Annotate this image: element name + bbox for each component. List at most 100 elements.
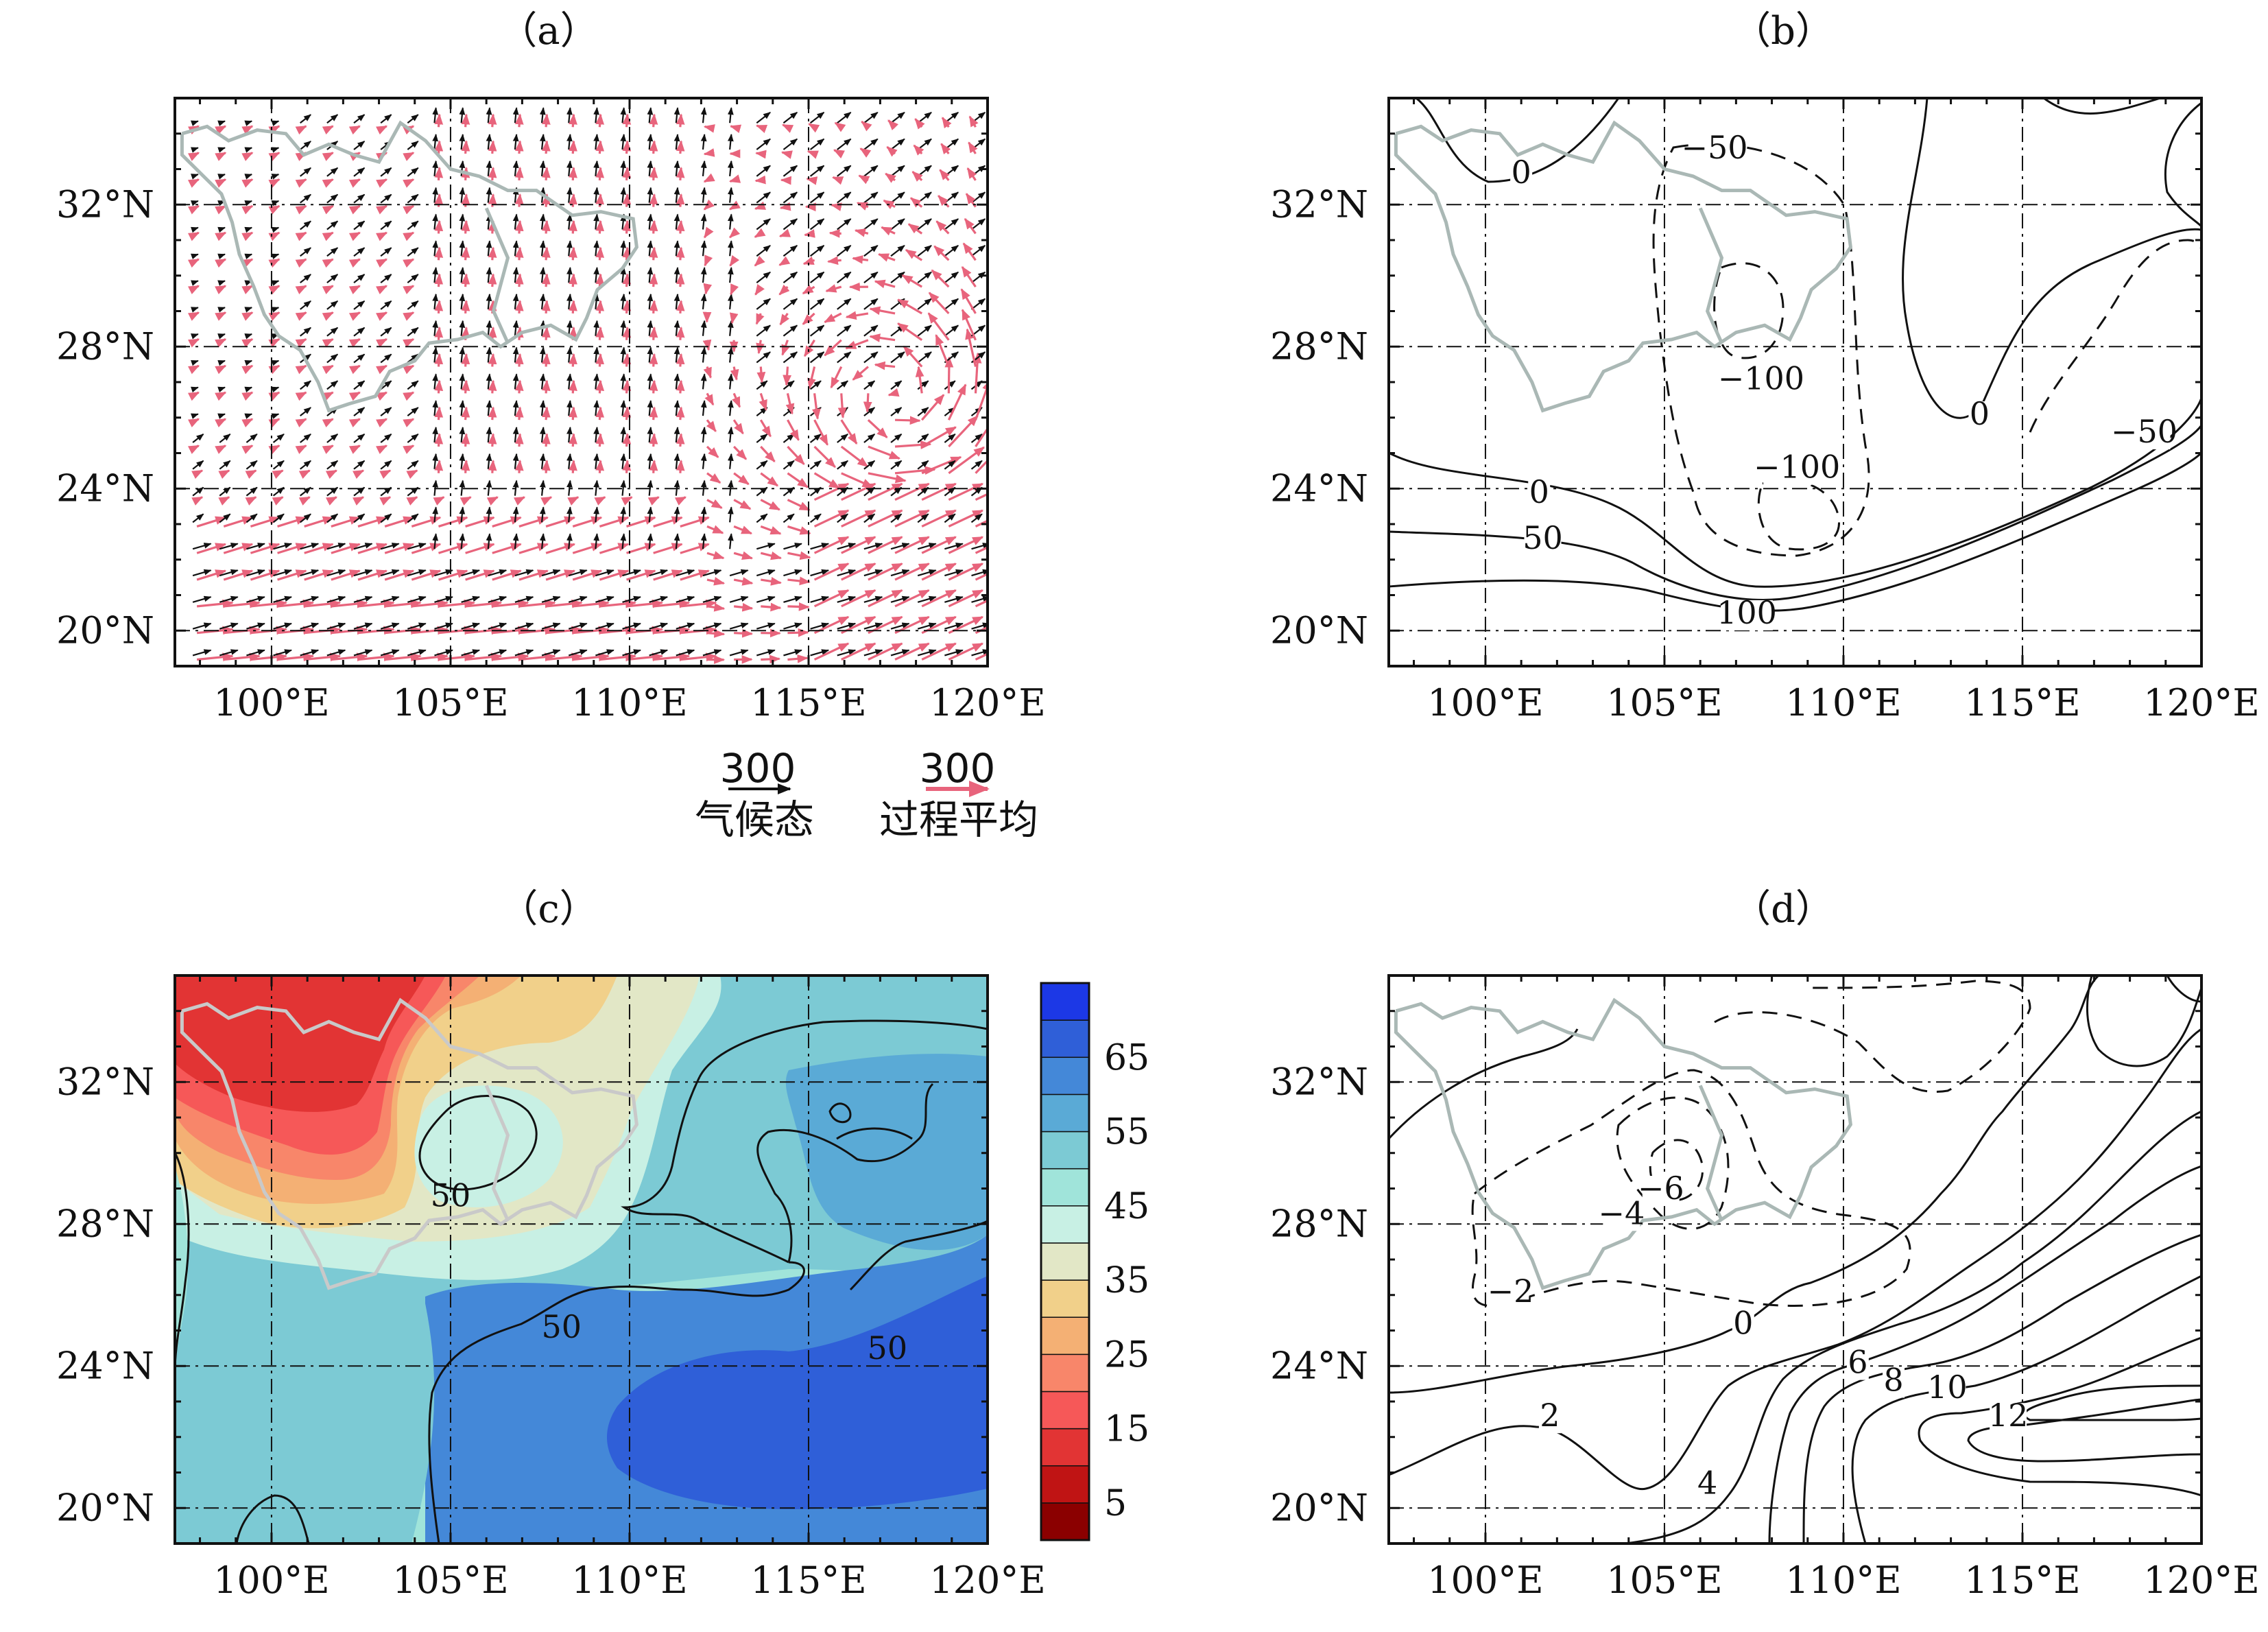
event-mean-wind-vector [295,445,307,454]
event-mean-wind-vector [218,496,230,506]
event-mean-wind-vector [379,469,392,480]
event-mean-wind-vector [760,551,783,560]
x-tick-label: 105°E [1606,1559,1723,1602]
climatology-wind-vector [783,380,795,390]
climatology-wind-vector [944,649,964,657]
climatology-wind-vector [756,595,776,603]
climatology-wind-vector [380,220,392,230]
climatology-wind-vector [809,460,822,470]
event-mean-wind-vector [411,569,442,581]
event-mean-wind-vector [921,426,957,448]
event-mean-wind-vector [622,326,632,340]
event-mean-wind-vector [385,599,422,608]
event-mean-wind-vector [975,426,988,447]
event-mean-wind-vector [348,418,361,428]
climatology-wind-vector [459,107,466,123]
event-mean-wind-vector [905,248,923,261]
event-mean-wind-vector [492,599,529,608]
event-mean-wind-vector [802,285,815,295]
event-mean-wind-vector [215,418,227,428]
climatology-wind-vector [380,193,392,204]
chongqing-border-line [484,1085,510,1222]
x-tick-label: 120°E [2143,1559,2260,1602]
event-mean-wind-vector [268,152,280,161]
x-tick-label: 110°E [571,1559,688,1602]
event-mean-wind-vector [518,516,549,528]
climatology-wind-vector [595,622,614,630]
event-mean-wind-vector [706,499,723,509]
climatology-wind-vector [541,595,561,603]
climatology-wind-vector [326,434,339,443]
event-mean-wind-vector [434,167,444,180]
climatology-wind-vector [647,400,654,416]
climatology-wind-vector [486,426,492,443]
climatology-wind-vector [273,649,293,657]
event-mean-wind-vector [845,311,869,320]
climatology-wind-vector [727,346,734,363]
climatology-wind-vector [863,569,883,577]
event-mean-wind-vector [438,652,476,662]
chongqing-border-line [484,207,510,344]
event-mean-wind-vector [514,246,524,261]
colorbar-label: 65 [1104,1037,1149,1078]
event-mean-wind-vector [886,146,898,157]
climatology-wind-vector [219,460,231,470]
contour-label-bg [1883,1367,1905,1398]
event-mean-wind-vector [885,172,896,183]
event-mean-wind-vector [931,269,950,288]
climatology-wind-vector [863,111,879,124]
event-mean-wind-vector [459,496,472,506]
x-tick-label: 110°E [571,681,688,724]
event-mean-wind-vector [802,256,815,265]
climatology-wind-vector [673,453,680,469]
event-mean-wind-vector [245,496,257,506]
climatology-wind-vector [407,247,419,257]
climatology-wind-vector [353,220,366,230]
climatology-wind-vector [756,218,771,230]
climatology-wind-vector [326,247,339,257]
climatology-wind-vector [407,649,427,657]
colorbar-segment [1040,982,1090,1021]
climatology-wind-vector [380,114,392,124]
event-mean-wind-vector [968,141,978,154]
climatology-wind-vector [219,486,231,497]
event-mean-wind-vector [322,418,334,428]
event-mean-wind-vector [928,292,950,315]
climatology-wind-vector [647,293,654,310]
climatology-wind-vector [380,247,392,257]
climatology-wind-vector [944,218,959,230]
event-mean-wind-vector [403,445,415,454]
event-mean-wind-vector [676,113,685,128]
event-mean-wind-vector [379,496,392,506]
climatology-wind-vector [756,165,771,177]
climatology-wind-vector [700,293,707,310]
climatology-wind-vector [620,373,627,390]
event-mean-wind-vector [384,516,415,528]
event-mean-wind-vector [488,433,497,447]
climatology-wind-vector [219,569,239,577]
event-mean-wind-vector [921,536,957,554]
event-mean-wind-vector [622,459,632,473]
contour-label: 0 [1970,395,1990,432]
event-mean-wind-vector [241,445,254,454]
event-mean-wind-vector [434,433,444,447]
climatology-wind-vector [837,351,852,364]
climatology-wind-vector [192,513,204,523]
climatology-wind-vector [944,324,959,337]
climatology-wind-vector [326,353,339,364]
contour-label-bg [1603,1201,1640,1231]
colorbar [1040,982,1090,1541]
event-mean-wind-vector [907,223,923,235]
event-mean-wind-vector [223,543,254,554]
event-mean-wind-vector [825,284,842,293]
event-mean-wind-vector [877,253,896,262]
event-mean-wind-vector [434,140,444,154]
event-mean-wind-vector [622,193,632,207]
climatology-wind-vector [970,298,986,310]
event-mean-wind-vector [674,496,687,506]
event-mean-wind-vector [813,589,850,608]
climatology-wind-vector [246,513,258,523]
event-mean-wind-vector [406,496,418,506]
climatology-wind-vector [300,513,311,523]
climatology-wind-vector [380,380,392,390]
